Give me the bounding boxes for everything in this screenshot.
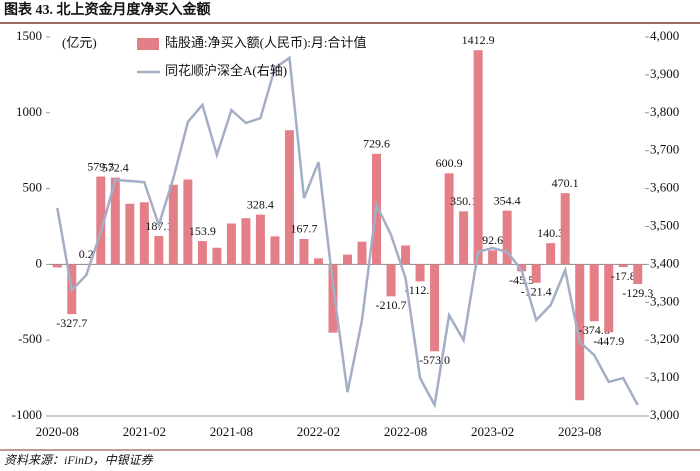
- bar: [255, 214, 265, 265]
- value-label: -447.9: [593, 334, 624, 348]
- bar: [154, 236, 164, 265]
- bar: [299, 238, 309, 265]
- y-tick-label: -1000: [12, 407, 42, 422]
- bar: [313, 258, 323, 265]
- value-label: -374.6: [579, 323, 610, 337]
- bar: [241, 218, 251, 265]
- x-tick-label: 2022-02: [297, 424, 340, 439]
- bar: [284, 130, 294, 265]
- value-label: -327.7: [56, 316, 87, 330]
- value-label: -45.5: [509, 273, 534, 287]
- bar: [618, 264, 628, 268]
- value-label: 572.4: [102, 160, 129, 174]
- x-tick-label: 2022-08: [384, 424, 427, 439]
- bar: [96, 176, 106, 265]
- value-label: 579.3: [87, 159, 114, 173]
- y2-tick-label: 3,000: [650, 407, 679, 422]
- bar: [401, 245, 411, 265]
- y2-tick-label: 4,000: [650, 28, 679, 43]
- bar: [531, 264, 541, 283]
- y2-tick-label: 3,200: [650, 331, 679, 346]
- bar: [502, 210, 512, 265]
- y-tick-label: 0: [36, 255, 43, 270]
- y2-tick-label: 3,800: [650, 104, 679, 119]
- value-label: 600.9: [436, 156, 463, 170]
- bar: [125, 203, 135, 265]
- bar: [183, 179, 193, 265]
- bar: [488, 250, 498, 265]
- bar: [212, 247, 222, 265]
- value-label: -210.7: [376, 298, 407, 312]
- bar: [343, 254, 352, 265]
- value-label: 140.3: [537, 226, 564, 240]
- legend-swatch: [137, 38, 159, 50]
- bar: [415, 264, 425, 282]
- bar: [575, 264, 585, 401]
- value-label: 470.1: [552, 176, 579, 190]
- bar: [633, 264, 643, 285]
- y2-tick-label: 3,900: [650, 66, 679, 81]
- y2-tick-label: 3,600: [650, 180, 679, 195]
- bar: [473, 50, 483, 265]
- value-label: 0.2: [79, 247, 94, 261]
- y-tick-label: 500: [23, 180, 43, 195]
- x-tick-label: 2020-08: [36, 424, 79, 439]
- bar: [110, 177, 120, 265]
- y2-tick-label: 3,400: [650, 255, 679, 270]
- bar: [459, 211, 469, 265]
- y-tick-label: -500: [18, 331, 42, 346]
- x-tick-label: 2021-02: [123, 424, 166, 439]
- bar: [197, 241, 207, 265]
- x-tick-label: 2021-08: [210, 424, 253, 439]
- x-tick-label: 2023-02: [471, 424, 514, 439]
- value-label: 153.9: [189, 224, 216, 238]
- y2-tick-label: 3,700: [650, 142, 679, 157]
- y2-tick-label: 3,100: [650, 369, 679, 384]
- value-label: 1412.9: [462, 33, 495, 47]
- value-label: -129.3: [622, 286, 653, 300]
- bar: [444, 173, 454, 265]
- bar: [386, 264, 396, 297]
- source-note: 资料来源：iFinD，中银证券: [4, 453, 154, 467]
- bar: [589, 264, 599, 322]
- x-tick-label: 2023-08: [558, 424, 601, 439]
- bar: [430, 264, 440, 352]
- value-label: 328.4: [247, 197, 274, 211]
- bar: [168, 184, 178, 265]
- y-tick-label: 1000: [16, 104, 42, 119]
- chart-title: 图表 43. 北上资金月度净买入金额: [4, 1, 211, 18]
- value-label: 350.1: [450, 194, 477, 208]
- value-label: 729.6: [363, 137, 390, 151]
- bar: [270, 236, 280, 265]
- y-axis-unit: (亿元): [62, 35, 97, 50]
- legend-label: 陆股通:净买入额(人民币):月:合计值: [165, 35, 367, 50]
- bar: [139, 202, 149, 265]
- value-label: 354.4: [494, 193, 521, 207]
- y2-tick-label: 3,500: [650, 217, 679, 232]
- bar: [52, 264, 62, 268]
- value-label: 92.6: [482, 233, 503, 247]
- bar: [226, 223, 236, 265]
- bar: [560, 193, 570, 265]
- value-label: -573.0: [419, 353, 450, 367]
- bar: [546, 243, 556, 265]
- value-label: -17.8: [611, 269, 636, 283]
- bar: [517, 264, 527, 272]
- value-label: 167.7: [290, 222, 317, 236]
- bar: [604, 264, 614, 333]
- y-tick-label: 1500: [16, 28, 42, 43]
- y2-tick-label: 3,300: [650, 293, 679, 308]
- bar: [328, 264, 338, 333]
- legend-label: 同花顺沪深全A(右轴): [165, 63, 287, 78]
- line: [56, 55, 639, 409]
- value-label: -112.3: [405, 283, 436, 297]
- bar: [357, 241, 367, 265]
